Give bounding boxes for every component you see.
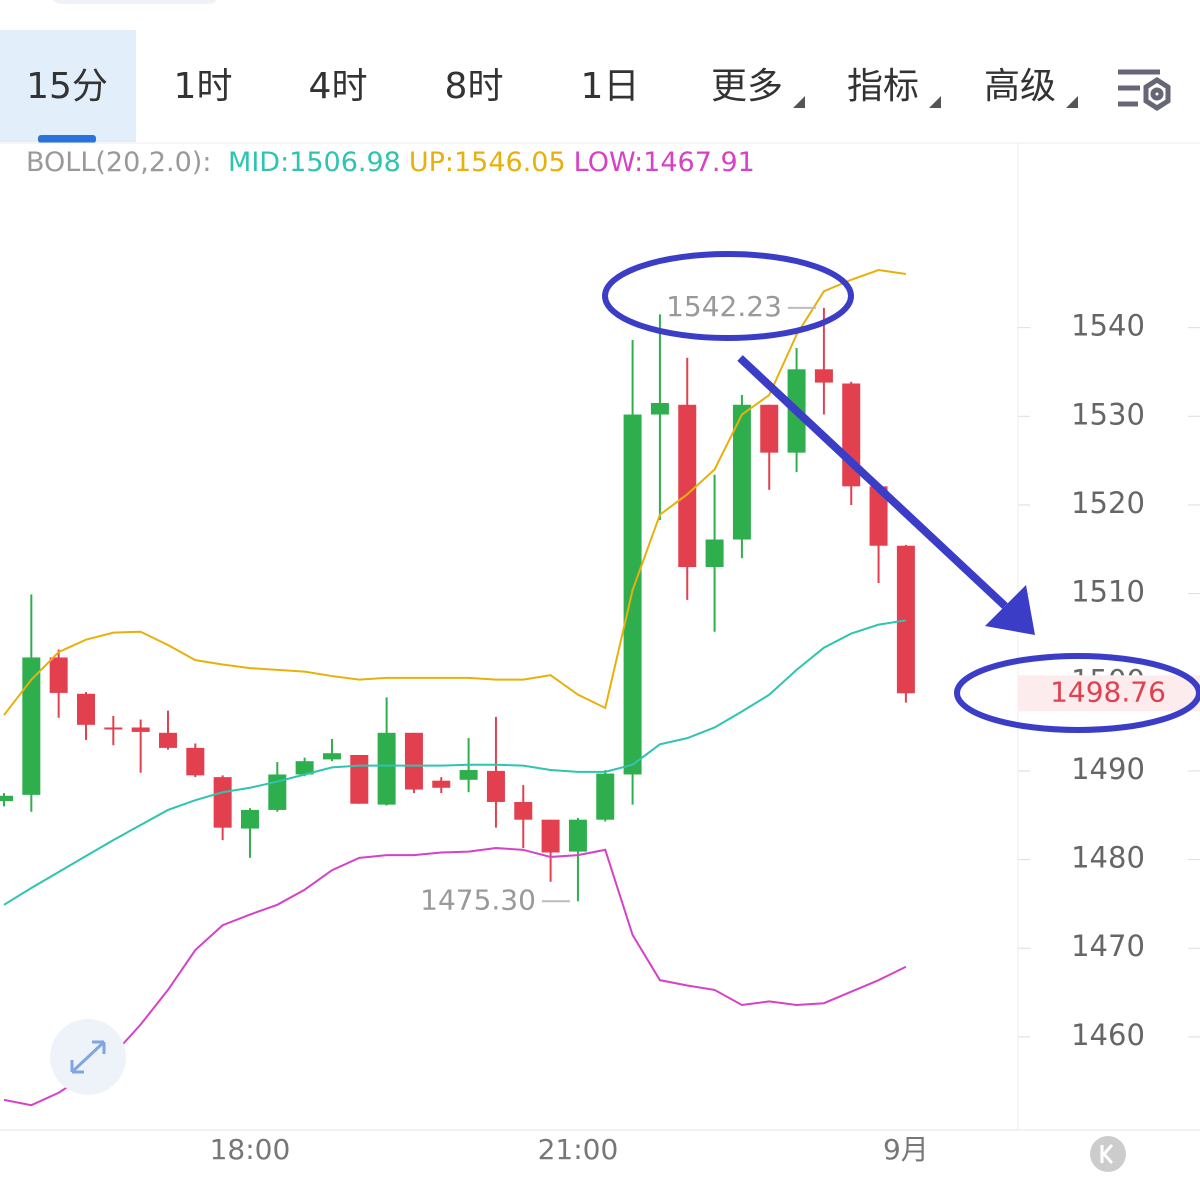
candle-body xyxy=(432,780,451,788)
indicator-label: BOLL(20,2.0): xyxy=(26,147,211,178)
y-tick-label: 1520 xyxy=(1071,486,1145,520)
tab[interactable]: 4时 xyxy=(309,66,368,107)
candle-body xyxy=(678,404,697,568)
tab[interactable]: 高级 xyxy=(984,66,1056,107)
dropdown-caret xyxy=(793,96,805,108)
top-strip xyxy=(53,0,217,4)
candle-body xyxy=(186,747,205,776)
y-tick-label: 1460 xyxy=(1071,1018,1145,1052)
last-price-tag xyxy=(1018,675,1200,712)
candle-body xyxy=(350,754,369,804)
candle-body xyxy=(295,761,314,775)
tab[interactable]: 指标 xyxy=(847,66,919,107)
candle-body xyxy=(404,732,423,790)
candle-body xyxy=(541,819,560,853)
candle-body xyxy=(568,819,587,852)
candle-body xyxy=(22,657,41,795)
candle-body xyxy=(650,402,669,415)
y-tick-label: 1490 xyxy=(1071,752,1145,786)
plot: 1460147014801490150015101520153015401542… xyxy=(0,268,1200,1107)
candle-body xyxy=(514,801,533,820)
candle-body xyxy=(705,539,724,568)
scroll-button[interactable] xyxy=(1090,1136,1126,1172)
highlight-ellipse xyxy=(954,653,1200,733)
x-tick-label: 9月 xyxy=(883,1133,929,1166)
dropdown-caret xyxy=(1066,96,1078,108)
y-tick-label: 1530 xyxy=(1071,397,1145,431)
candle-body xyxy=(158,732,177,748)
bollinger-line xyxy=(3,847,907,1107)
candle-body xyxy=(76,693,95,725)
candle-body xyxy=(49,657,68,693)
tab[interactable]: 15分 xyxy=(26,66,108,107)
expand-button[interactable] xyxy=(50,1019,126,1095)
legend-entry: MID:1506.98 xyxy=(228,147,401,178)
candle-body xyxy=(131,727,150,732)
candle-body xyxy=(0,795,13,802)
settings-icon[interactable] xyxy=(1118,69,1171,111)
candle-body xyxy=(869,486,888,546)
candle-body xyxy=(896,545,915,694)
high-marker-label: 1542.23 xyxy=(666,290,782,323)
y-tick-label: 1540 xyxy=(1071,309,1145,343)
y-tick-label: 1470 xyxy=(1071,929,1145,963)
active-tab-bg xyxy=(0,30,136,142)
candle-body xyxy=(486,770,505,802)
candle-body xyxy=(377,732,396,805)
candle-body xyxy=(459,770,478,780)
dropdown-caret xyxy=(929,96,941,108)
candle-body xyxy=(760,404,779,453)
highlight-ellipse xyxy=(602,251,854,341)
candle-body xyxy=(322,753,341,760)
low-marker-label: 1475.30 xyxy=(420,883,536,916)
tab[interactable]: 8时 xyxy=(445,66,504,107)
trend-arrow xyxy=(737,355,1035,635)
tab[interactable]: 1日 xyxy=(581,66,640,107)
legend-entry: UP:1546.05 xyxy=(409,147,566,178)
candle-body xyxy=(623,414,642,775)
candle-body xyxy=(814,369,833,383)
x-tick-label: 18:00 xyxy=(210,1133,291,1166)
last-price-label: 1498.76 xyxy=(1050,675,1166,708)
tab-bar: 15分 1时 4时 8时 1日 更多 指标 高级 xyxy=(0,30,1078,143)
indicator-legend: BOLL(20,2.0): MID:1506.98 UP:1546.05 LOW:1… xyxy=(26,147,755,178)
tab[interactable]: 更多 xyxy=(711,66,783,107)
active-tab-indicator xyxy=(38,135,96,143)
candle-body xyxy=(732,404,751,540)
candle-body xyxy=(596,773,615,820)
bollinger-line xyxy=(3,619,907,906)
candle-body xyxy=(104,727,123,730)
x-tick-label: 21:00 xyxy=(538,1133,619,1166)
y-tick-label: 1510 xyxy=(1071,575,1145,609)
candle-body xyxy=(240,809,259,829)
bollinger-line xyxy=(3,268,907,716)
y-tick-label: 1480 xyxy=(1071,841,1145,875)
tab[interactable]: 1时 xyxy=(174,66,233,107)
legend-entry: LOW:1467.91 xyxy=(574,147,755,178)
candle-body xyxy=(213,777,232,828)
